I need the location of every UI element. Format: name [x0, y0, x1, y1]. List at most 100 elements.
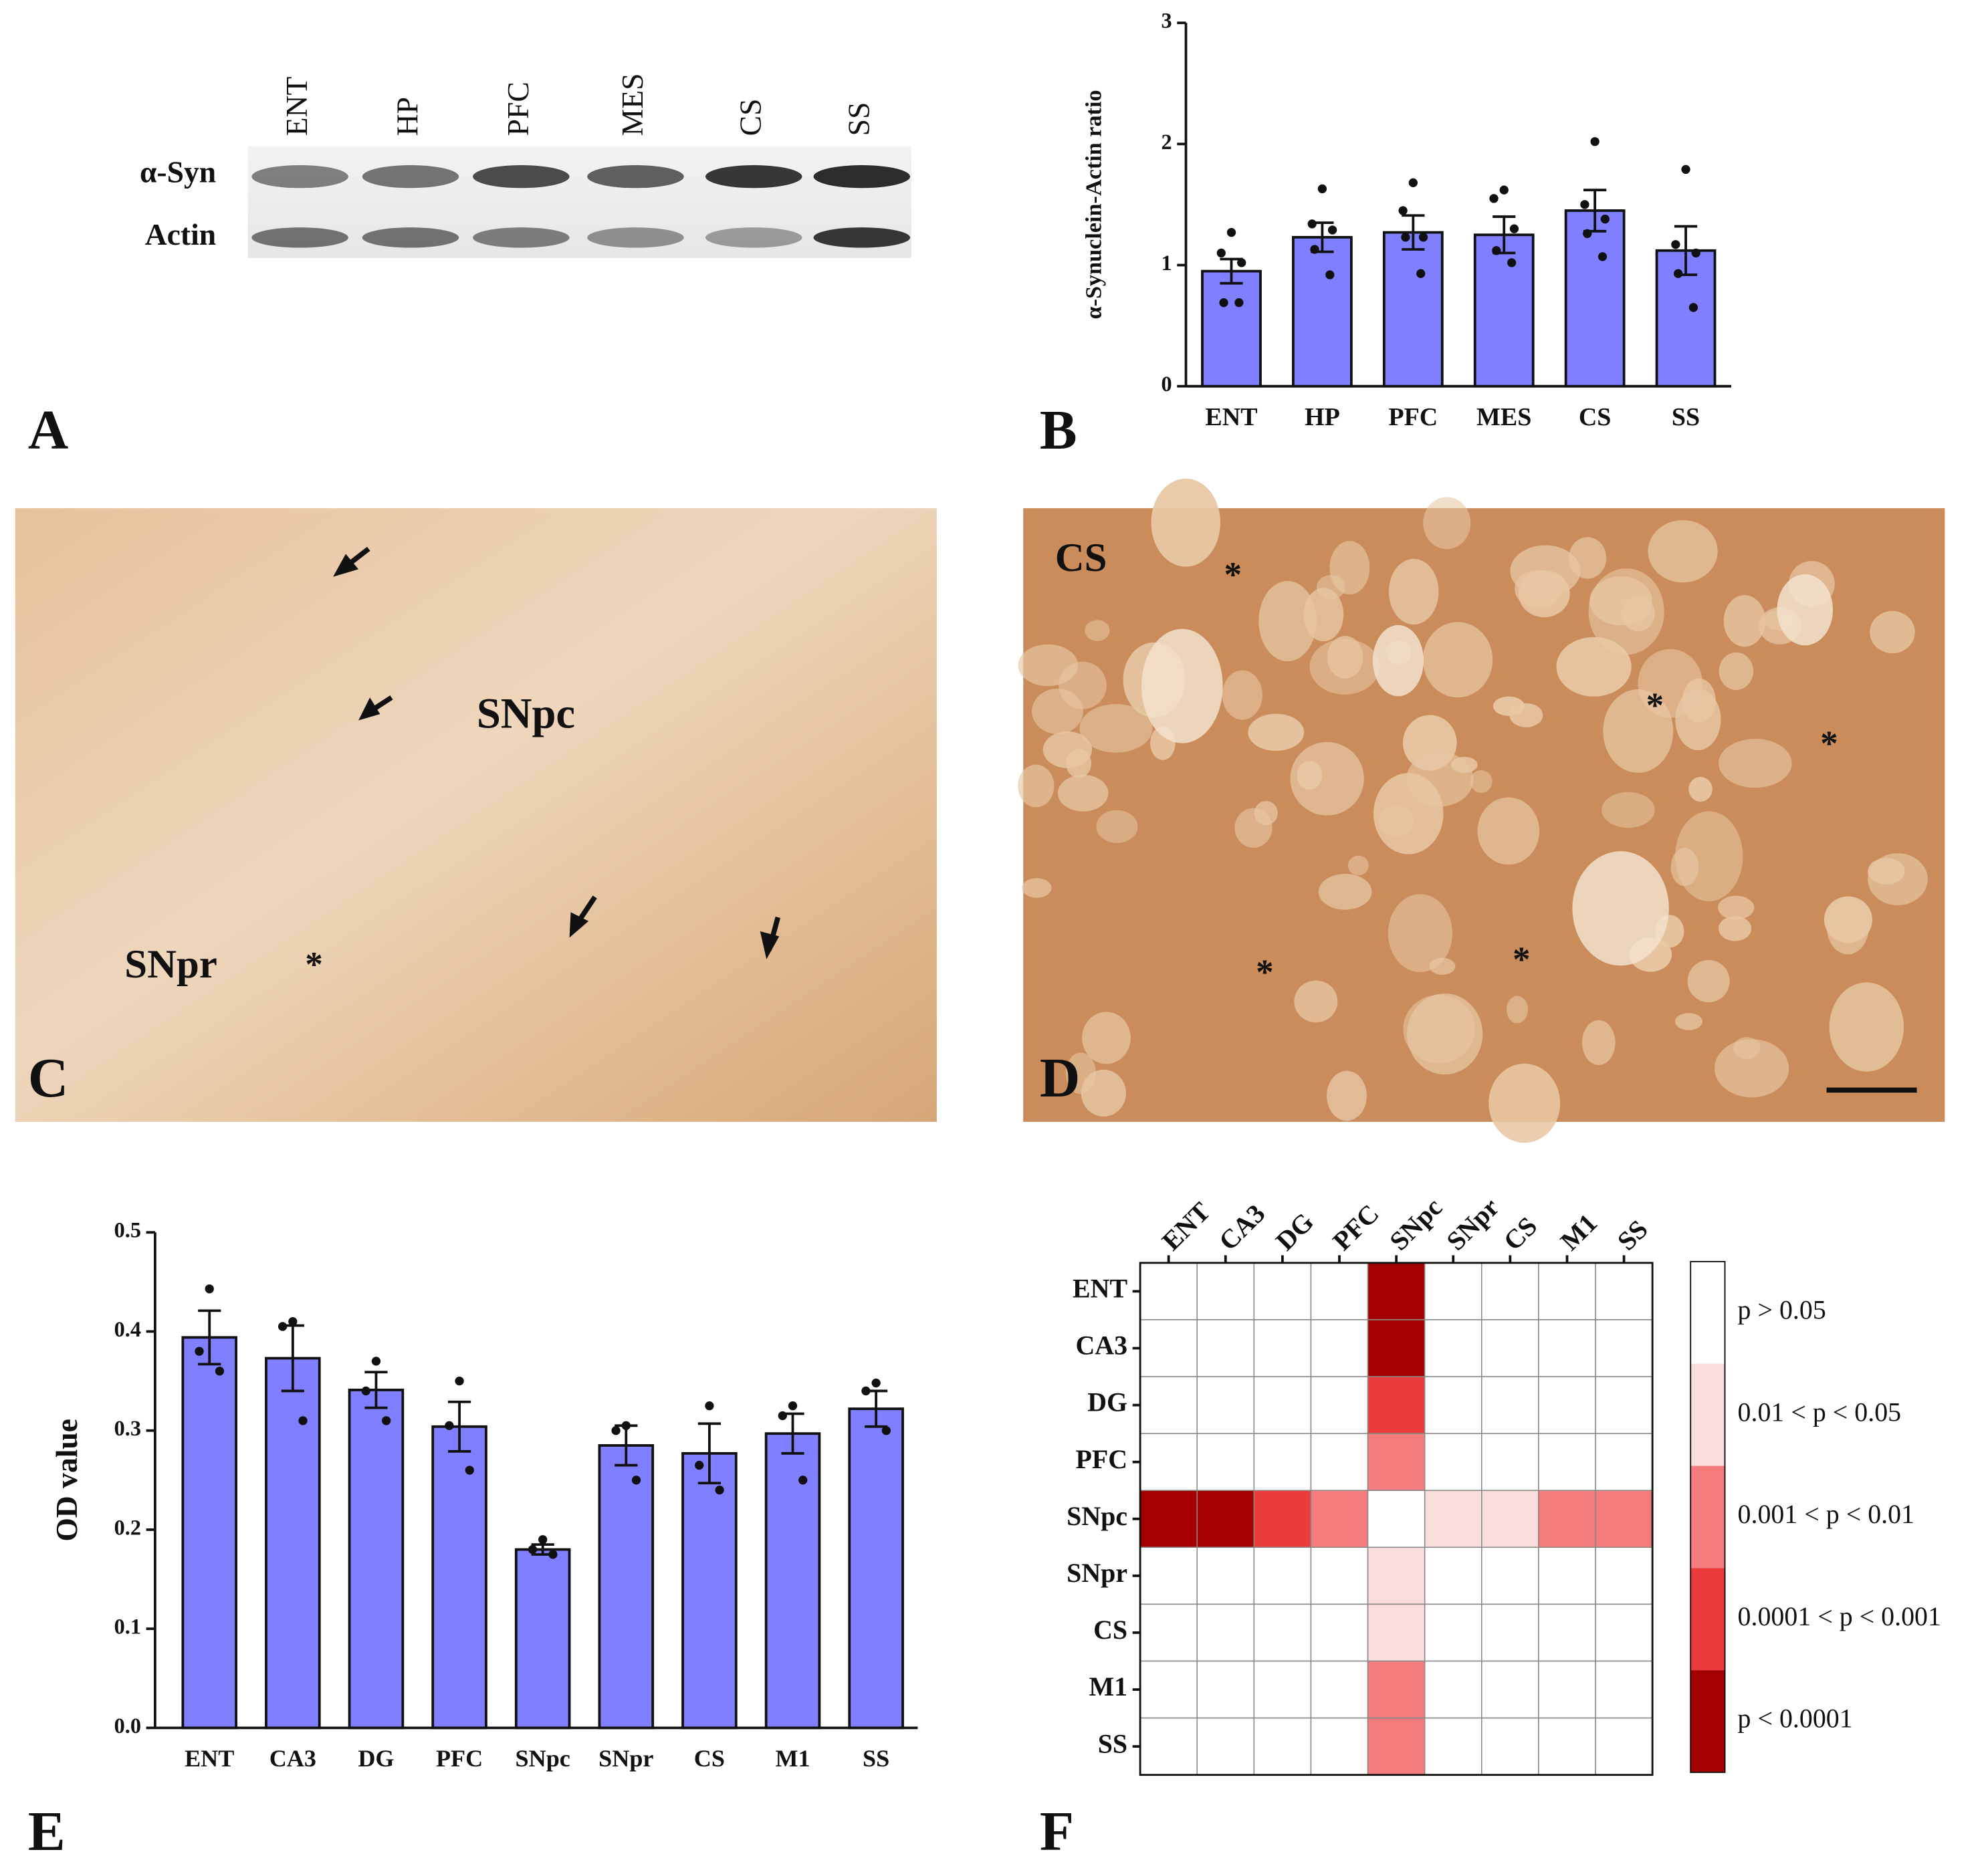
heatmap-cell	[1595, 1603, 1653, 1662]
data-point	[1590, 137, 1599, 146]
x-tick-label: SS	[1672, 403, 1700, 431]
lane-label: SS	[841, 102, 875, 136]
heatmap-cell	[1310, 1319, 1369, 1377]
data-point	[715, 1485, 724, 1495]
bar	[1473, 233, 1535, 388]
data-point	[705, 1401, 714, 1411]
tissue-blob	[1347, 855, 1369, 876]
row-label: M1	[1089, 1671, 1127, 1702]
heatmap-cell	[1139, 1376, 1198, 1434]
tissue-blob	[1518, 570, 1570, 618]
heatmap-cell	[1595, 1490, 1653, 1548]
blot-band	[251, 165, 348, 189]
data-point	[1691, 248, 1700, 258]
tissue-blob	[1868, 858, 1905, 885]
micrograph-label: *	[1646, 686, 1664, 725]
heatmap-cell	[1196, 1319, 1255, 1377]
heatmap-cell	[1481, 1490, 1539, 1548]
tissue-blob	[1303, 588, 1344, 642]
row-label: SNpr	[1067, 1558, 1127, 1588]
blot-band	[473, 227, 570, 248]
heatmap-cell	[1595, 1319, 1653, 1377]
data-point	[881, 1426, 891, 1435]
data-point	[778, 1411, 787, 1421]
tissue-blob	[1477, 797, 1540, 865]
x-tick-label: M1	[775, 1745, 810, 1772]
data-point	[1674, 269, 1683, 278]
tissue-blob	[1082, 1012, 1131, 1064]
data-point	[1597, 252, 1608, 261]
tissue-blob	[1022, 878, 1052, 898]
heatmap-cell	[1538, 1262, 1596, 1320]
tissue-blob	[1079, 704, 1153, 753]
tissue-blob	[1493, 696, 1525, 716]
lane-label: CS	[734, 99, 768, 136]
data-point	[695, 1460, 704, 1470]
y-tick-label: 3	[1161, 9, 1172, 33]
tissue-blob	[1581, 1020, 1616, 1066]
data-point	[371, 1357, 381, 1366]
data-point	[1219, 298, 1228, 308]
x-tick-label: SNpc	[516, 1745, 570, 1772]
col-label: CS	[1497, 1211, 1543, 1256]
heatmap-cell	[1196, 1262, 1255, 1320]
heatmap-cell	[1424, 1603, 1482, 1662]
tissue-blob	[1318, 873, 1372, 910]
tissue-blob	[1506, 996, 1529, 1024]
micrograph-label: SNpr	[124, 942, 217, 987]
blot-strip	[247, 146, 911, 258]
heatmap-cell	[1595, 1433, 1653, 1491]
tissue-blob	[1290, 741, 1364, 816]
error-bar	[447, 1400, 471, 1453]
tissue-blob	[1258, 580, 1317, 662]
heatmap-cell	[1481, 1717, 1539, 1776]
lane-label: PFC	[501, 82, 535, 136]
colorbar-label: p < 0.0001	[1738, 1704, 1853, 1734]
data-point	[631, 1476, 641, 1485]
heatmap-cell	[1367, 1376, 1426, 1434]
data-point	[871, 1378, 881, 1388]
tissue-blob	[1248, 713, 1305, 751]
x-tick-label: HP	[1305, 403, 1340, 431]
colorbar-segment	[1690, 1466, 1725, 1568]
heatmap-cell	[1424, 1433, 1482, 1491]
micrograph-label: SNpc	[477, 689, 575, 737]
data-point	[1681, 164, 1690, 175]
data-point	[528, 1544, 538, 1554]
tissue-blob	[1688, 777, 1713, 802]
data-point	[1325, 270, 1335, 279]
tissue-blob	[1470, 770, 1493, 794]
tissue-blob	[1254, 801, 1278, 826]
heatmap-cell	[1139, 1319, 1198, 1377]
heatmap-cell	[1253, 1376, 1312, 1434]
micrograph-label: *	[1513, 940, 1531, 979]
tissue-blob	[1294, 980, 1338, 1023]
micrograph-d-texture	[1018, 478, 1928, 1143]
x-tick-label: ENT	[185, 1745, 234, 1772]
data-point	[205, 1284, 214, 1294]
data-point	[215, 1367, 225, 1376]
bar	[1201, 269, 1262, 388]
blot-band	[705, 227, 802, 248]
heatmap-cell	[1253, 1319, 1312, 1377]
heatmap-cell	[1139, 1546, 1198, 1605]
y-tick-label: 0.4	[114, 1317, 141, 1341]
row-label: ENT	[1073, 1274, 1127, 1304]
data-point	[1499, 185, 1509, 195]
bar	[514, 1548, 571, 1730]
y-tick-label: 0.2	[114, 1515, 141, 1539]
row-label: DG	[1087, 1387, 1127, 1417]
colorbar-segment	[1690, 1261, 1725, 1364]
blot-band	[705, 165, 802, 189]
col-label: SNpc	[1384, 1192, 1448, 1256]
blot-band	[473, 165, 570, 189]
heatmap-cell	[1139, 1433, 1198, 1491]
heatmap-cell	[1196, 1490, 1255, 1548]
heatmap-cell	[1139, 1490, 1198, 1548]
tissue-blob	[1603, 689, 1674, 774]
tissue-blob	[1388, 558, 1439, 625]
data-point	[1418, 233, 1428, 242]
heatmap-cell	[1310, 1603, 1369, 1662]
tissue-blob	[1042, 731, 1093, 768]
col-label: PFC	[1327, 1198, 1385, 1256]
